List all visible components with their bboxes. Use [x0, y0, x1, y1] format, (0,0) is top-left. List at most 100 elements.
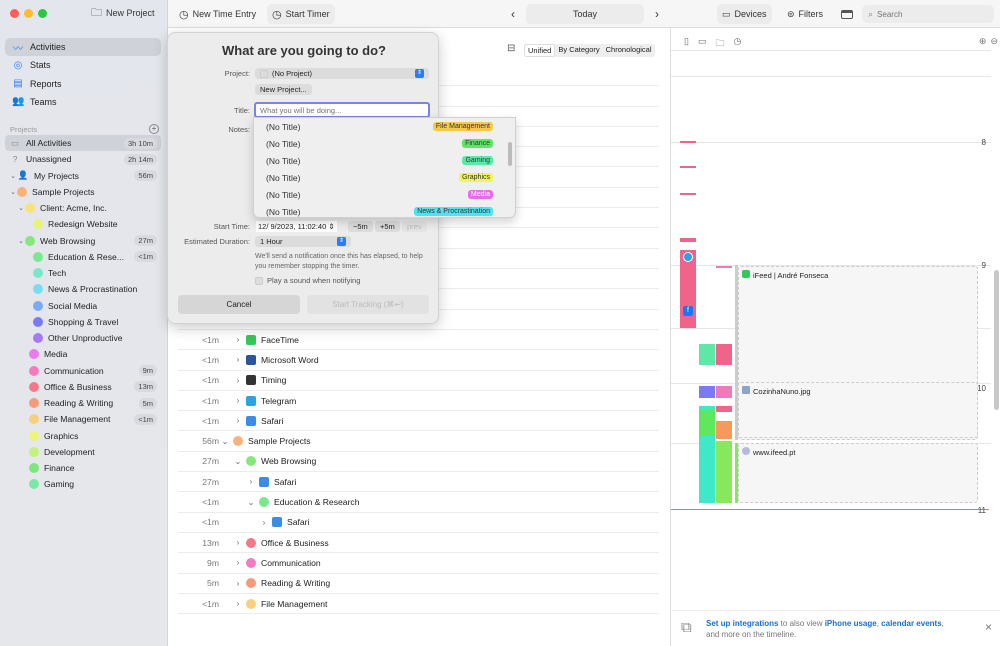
- activity-bar[interactable]: [680, 141, 696, 143]
- project-tree-item[interactable]: ⌄ Web Browsing 27m: [5, 233, 161, 249]
- prev-button[interactable]: prev: [402, 221, 427, 232]
- previous-day-button[interactable]: ‹: [502, 4, 524, 24]
- project-select[interactable]: (No Project) ⇕: [255, 68, 429, 79]
- suggestion-item[interactable]: (No Title) Graphics: [254, 169, 515, 186]
- project-tree-item[interactable]: Media: [5, 346, 161, 362]
- project-tree-item[interactable]: File Management <1m: [5, 411, 161, 427]
- chevron-down-icon[interactable]: ⌄: [247, 497, 255, 507]
- list-row[interactable]: 56m ⌄ Sample Projects: [178, 432, 659, 452]
- chevron-right-icon[interactable]: ›: [236, 355, 240, 365]
- list-row[interactable]: 9m › Communication: [178, 553, 659, 574]
- chevron-right-icon[interactable]: ›: [236, 578, 240, 588]
- suggestion-item[interactable]: (No Title) File Management: [254, 118, 515, 135]
- project-tree-item[interactable]: Office & Business 13m: [5, 379, 161, 395]
- list-row[interactable]: [178, 310, 659, 330]
- setup-integrations-link[interactable]: Set up integrations: [706, 619, 779, 628]
- suggestion-item[interactable]: (No Title) Gaming: [254, 152, 515, 169]
- list-row[interactable]: 5m › Reading & Writing: [178, 574, 659, 594]
- activity-bar[interactable]: [699, 386, 715, 398]
- toggle-icon[interactable]: ⊟: [507, 43, 516, 54]
- suggestion-item[interactable]: (No Title) Media: [254, 186, 515, 203]
- timeline-event[interactable]: www.ifeed.pt: [738, 443, 978, 503]
- chevron-right-icon[interactable]: ›: [236, 416, 240, 426]
- project-tree-item[interactable]: Finance: [5, 460, 161, 476]
- activity-bar[interactable]: [716, 441, 732, 503]
- chevron-right-icon[interactable]: ›: [236, 558, 240, 568]
- search-field[interactable]: ⌕: [862, 5, 994, 23]
- calendar-events-link[interactable]: calendar events: [881, 619, 942, 628]
- chevron-down-icon[interactable]: ⌄: [10, 172, 16, 180]
- sidebar-item-teams[interactable]: 👥 Teams: [5, 93, 161, 111]
- close-window-button[interactable]: [10, 9, 19, 18]
- list-row[interactable]: 27m ⌄ Web Browsing: [178, 452, 659, 473]
- chevron-down-icon[interactable]: ⌄: [18, 205, 24, 212]
- activity-bar[interactable]: f: [680, 250, 696, 328]
- activity-bar[interactable]: [716, 386, 732, 398]
- add-project-icon[interactable]: +: [149, 124, 159, 134]
- view-mode-unified[interactable]: Unified: [524, 44, 556, 57]
- activity-bar[interactable]: [680, 193, 696, 195]
- project-tree-item[interactable]: ⌄ 👤 My Projects 56m: [5, 168, 161, 184]
- list-row[interactable]: <1m › Telegram: [178, 391, 659, 412]
- folder-icon[interactable]: 🗀: [715, 38, 725, 48]
- chevron-right-icon[interactable]: ›: [262, 517, 266, 527]
- start-time-field[interactable]: 12/ 9/2023, 11:02:40 ⇕: [256, 221, 337, 232]
- project-tree-item[interactable]: Communication 9m: [5, 363, 161, 379]
- project-tree-item[interactable]: News & Procrastination: [5, 281, 161, 297]
- project-tree-item[interactable]: Development: [5, 444, 161, 460]
- play-sound-checkbox[interactable]: Play a sound when notifying: [255, 276, 360, 285]
- project-tree-item[interactable]: ? Unassigned 2h 14m: [5, 151, 161, 167]
- activity-bar[interactable]: [716, 266, 732, 268]
- chevron-right-icon[interactable]: ›: [249, 477, 253, 487]
- new-project-button[interactable]: 🗀 New Project: [86, 3, 160, 23]
- close-banner-icon[interactable]: ×: [984, 620, 992, 634]
- chevron-down-icon[interactable]: ⌄: [10, 188, 16, 196]
- project-tree-item[interactable]: Graphics: [5, 428, 161, 444]
- activity-bar[interactable]: [716, 421, 732, 439]
- title-input[interactable]: [254, 102, 430, 118]
- chevron-right-icon[interactable]: ›: [236, 396, 240, 406]
- project-tree-item[interactable]: Reading & Writing 5m: [5, 395, 161, 411]
- project-tree-item[interactable]: Redesign Website: [5, 216, 161, 232]
- project-tree-item[interactable]: ⌄ Client: Acme, Inc.: [5, 200, 161, 216]
- minus-5m-button[interactable]: −5m: [348, 221, 373, 232]
- chevron-down-icon[interactable]: ⌄: [221, 436, 229, 446]
- activity-bar[interactable]: [680, 166, 696, 168]
- iphone-icon[interactable]: ▯: [684, 36, 689, 46]
- list-row[interactable]: 13m › Office & Business: [178, 533, 659, 554]
- activity-bar[interactable]: [716, 344, 732, 365]
- project-tree-item[interactable]: Shopping & Travel: [5, 314, 161, 330]
- zoom-in-icon[interactable]: ⊕: [978, 36, 987, 46]
- activity-bar[interactable]: [680, 238, 696, 242]
- list-row[interactable]: <1m › Timing: [178, 371, 659, 391]
- minimize-window-button[interactable]: [24, 9, 33, 18]
- list-row[interactable]: <1m › Safari: [178, 411, 659, 432]
- list-row[interactable]: <1m ⌄ Education & Research: [178, 492, 659, 513]
- view-mode-chronological[interactable]: Chronological: [605, 45, 652, 54]
- start-timer-button[interactable]: ◷ Start Timer: [267, 4, 335, 24]
- sidebar-item-stats[interactable]: ◎ Stats: [5, 56, 161, 74]
- suggestion-item[interactable]: (No Title) News & Procrastination: [254, 203, 515, 217]
- chevron-down-icon[interactable]: ⌄: [234, 456, 242, 466]
- suggestion-item[interactable]: (No Title) Finance: [254, 135, 515, 152]
- cancel-button[interactable]: Cancel: [178, 295, 300, 314]
- date-picker[interactable]: Today: [526, 4, 644, 24]
- start-tracking-button[interactable]: Start Tracking (⌘↩): [307, 295, 429, 314]
- duration-select[interactable]: 1 Hour ⇕: [255, 236, 351, 247]
- devices-button[interactable]: ▭ Devices: [717, 4, 772, 24]
- list-row[interactable]: <1m › Microsoft Word: [178, 350, 659, 371]
- chevron-right-icon[interactable]: ›: [236, 599, 240, 609]
- project-tree-item[interactable]: ⌄ Sample Projects: [5, 184, 161, 200]
- clock-icon[interactable]: ◷: [733, 36, 742, 46]
- chevron-down-icon[interactable]: ⌄: [18, 237, 24, 245]
- sidebar-item-activities[interactable]: 〰 Activities: [5, 38, 161, 56]
- project-tree-item[interactable]: Other Unproductive: [5, 330, 161, 346]
- zoom-out-icon[interactable]: ⊖: [990, 36, 998, 46]
- chevron-right-icon[interactable]: ›: [236, 375, 240, 385]
- view-mode-by-category[interactable]: By Category: [558, 45, 600, 54]
- plus-5m-button[interactable]: +5m: [375, 221, 400, 232]
- project-tree-item[interactable]: ▭ All Activities 3h 10m: [5, 135, 161, 151]
- search-input[interactable]: [877, 9, 978, 19]
- activity-bar[interactable]: [699, 410, 715, 436]
- list-row[interactable]: 27m › Safari: [178, 472, 659, 493]
